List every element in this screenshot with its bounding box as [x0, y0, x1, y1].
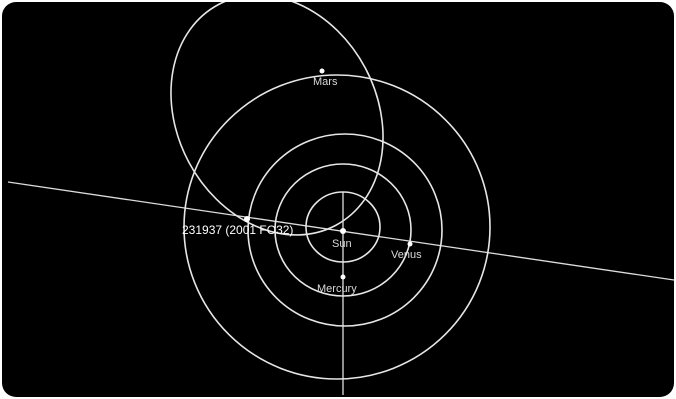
asteroid-label: 231937 (2001 FO32): [182, 223, 293, 237]
mars-marker[interactable]: [319, 68, 325, 74]
mars-orbit: [183, 74, 491, 380]
venus-orbit: [274, 163, 412, 297]
mercury-label: Mercury: [317, 283, 357, 295]
mercury-orbit: [305, 191, 381, 263]
asteroid-orbit: [170, 2, 384, 236]
sun-marker[interactable]: [340, 228, 346, 234]
mercury-marker[interactable]: [340, 274, 346, 280]
mars-label: Mars: [313, 76, 338, 88]
venus-label: Venus: [391, 249, 422, 261]
asteroid-marker[interactable]: [244, 216, 250, 222]
sun-label: Sun: [332, 238, 352, 250]
earth-orbit: [247, 133, 443, 327]
venus-marker[interactable]: [407, 241, 413, 247]
